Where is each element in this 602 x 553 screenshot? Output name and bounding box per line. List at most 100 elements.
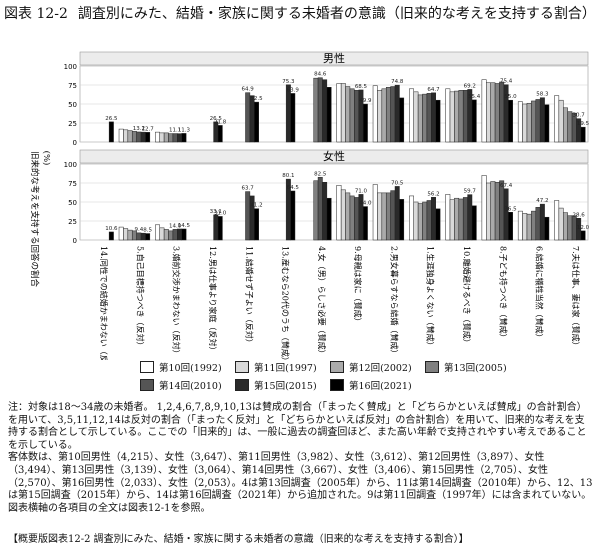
bar <box>217 216 223 241</box>
figure-notes: 注：対象は18～34歳の未婚者。 1,2,4,6,7,8,9,10,13は賛成の… <box>8 402 594 515</box>
figure-title-text: 調査別にみた、結婚・家族に関する未婚者の意識（旧来的な考えを支持する割合） <box>77 6 596 22</box>
legend-label: 第13回(2005) <box>444 363 507 374</box>
bar <box>567 111 573 143</box>
bar <box>145 233 151 241</box>
bar <box>168 133 174 143</box>
bar <box>349 195 355 241</box>
data-label: 47.2 <box>536 198 548 204</box>
data-label: 70.5 <box>391 180 404 186</box>
data-label: 58.3 <box>536 92 549 98</box>
data-label: 14.0 <box>169 223 182 229</box>
bar <box>503 188 509 241</box>
note-paragraph-2: 客体数は、第10回男性（4,215）、女性（3,647）、第11回男性（3,98… <box>8 452 593 514</box>
bar <box>390 86 396 143</box>
data-label: 64.5 <box>287 185 300 191</box>
bar <box>567 215 573 241</box>
x-category-label: 7.夫は仕事、妻は家（賛成） <box>571 246 581 350</box>
bar <box>531 100 537 143</box>
bar <box>422 93 428 143</box>
bar <box>155 131 160 143</box>
x-category-label: 2.男女暮らすなら結婚（賛成） <box>389 246 399 357</box>
bar <box>372 85 378 143</box>
bar <box>336 185 342 241</box>
legend-label: 第15回(2015) <box>254 381 317 392</box>
bar <box>313 77 319 143</box>
bar <box>417 94 423 143</box>
y-axis-label: 旧来的な考えを支持する回答の割合 <box>29 151 40 288</box>
legend-item: 第12回(2002) <box>330 360 412 374</box>
bar <box>508 99 513 143</box>
data-label: 63.7 <box>242 186 255 192</box>
bar <box>554 200 560 241</box>
data-label: 8.5 <box>143 228 152 234</box>
x-category-label: 1.生涯独身よくない（賛成） <box>426 246 436 350</box>
bar <box>136 131 142 143</box>
legend-swatch <box>235 361 249 373</box>
bar <box>127 130 133 143</box>
data-label: 36.5 <box>504 206 517 212</box>
bar <box>123 129 129 143</box>
bar <box>254 208 259 241</box>
bar <box>422 201 428 241</box>
bar <box>140 131 146 143</box>
y-tick-label: 50 <box>68 199 77 207</box>
legend-swatch <box>425 361 439 373</box>
data-label: 13.2 <box>133 126 145 132</box>
bar <box>181 228 187 241</box>
data-label: 71.0 <box>355 188 368 194</box>
bar <box>326 87 332 143</box>
bar <box>385 87 391 143</box>
data-label: 11.1 <box>169 128 181 134</box>
panel-title: 男性 <box>323 51 345 65</box>
bar <box>486 182 491 241</box>
x-category-label: 8.子ども持つべき（賛成） <box>498 246 508 342</box>
bar <box>181 133 187 143</box>
bar <box>362 206 368 241</box>
bar <box>413 201 419 241</box>
bar <box>213 214 219 241</box>
bar <box>345 86 351 143</box>
bar <box>354 90 359 143</box>
bar <box>576 218 582 241</box>
bar <box>535 99 541 143</box>
data-label: 64.7 <box>427 87 440 93</box>
bar <box>580 230 586 241</box>
bar <box>399 199 405 241</box>
data-label: 14.5 <box>178 223 191 229</box>
data-label: 44.0 <box>359 201 372 207</box>
bar <box>399 97 405 143</box>
data-label: 55.0 <box>504 94 517 100</box>
data-label: 49.9 <box>359 98 372 104</box>
bar <box>544 104 550 143</box>
bar <box>381 192 387 241</box>
data-label: 26.5 <box>105 116 118 122</box>
bar <box>539 203 545 241</box>
x-category-label: 6.結婚に犠牲当然（賛成） <box>535 246 545 342</box>
bar <box>454 197 460 241</box>
data-label: 9.4 <box>134 227 143 233</box>
bar <box>123 228 129 241</box>
legend-label: 第12回(2002) <box>349 363 412 374</box>
data-label: 31.0 <box>214 210 227 216</box>
bar <box>290 93 296 143</box>
bar <box>526 102 532 143</box>
bar <box>490 181 496 241</box>
bar <box>394 84 400 143</box>
data-label: 63.9 <box>287 87 300 93</box>
bar <box>377 192 383 241</box>
bar <box>544 216 550 241</box>
bar <box>159 132 165 143</box>
bar <box>159 227 165 241</box>
data-label: 26.5 <box>210 116 223 122</box>
bar <box>558 207 564 241</box>
x-category-label: 10.離婚避けるべき（賛成） <box>462 246 472 347</box>
bar <box>254 101 259 143</box>
bar <box>177 133 182 143</box>
bar <box>580 126 586 143</box>
bar <box>535 207 541 241</box>
legend-item: 第10回(1992) <box>140 360 222 374</box>
bar <box>108 121 114 143</box>
bar <box>118 128 124 143</box>
bar <box>554 95 560 143</box>
bar <box>372 184 378 241</box>
